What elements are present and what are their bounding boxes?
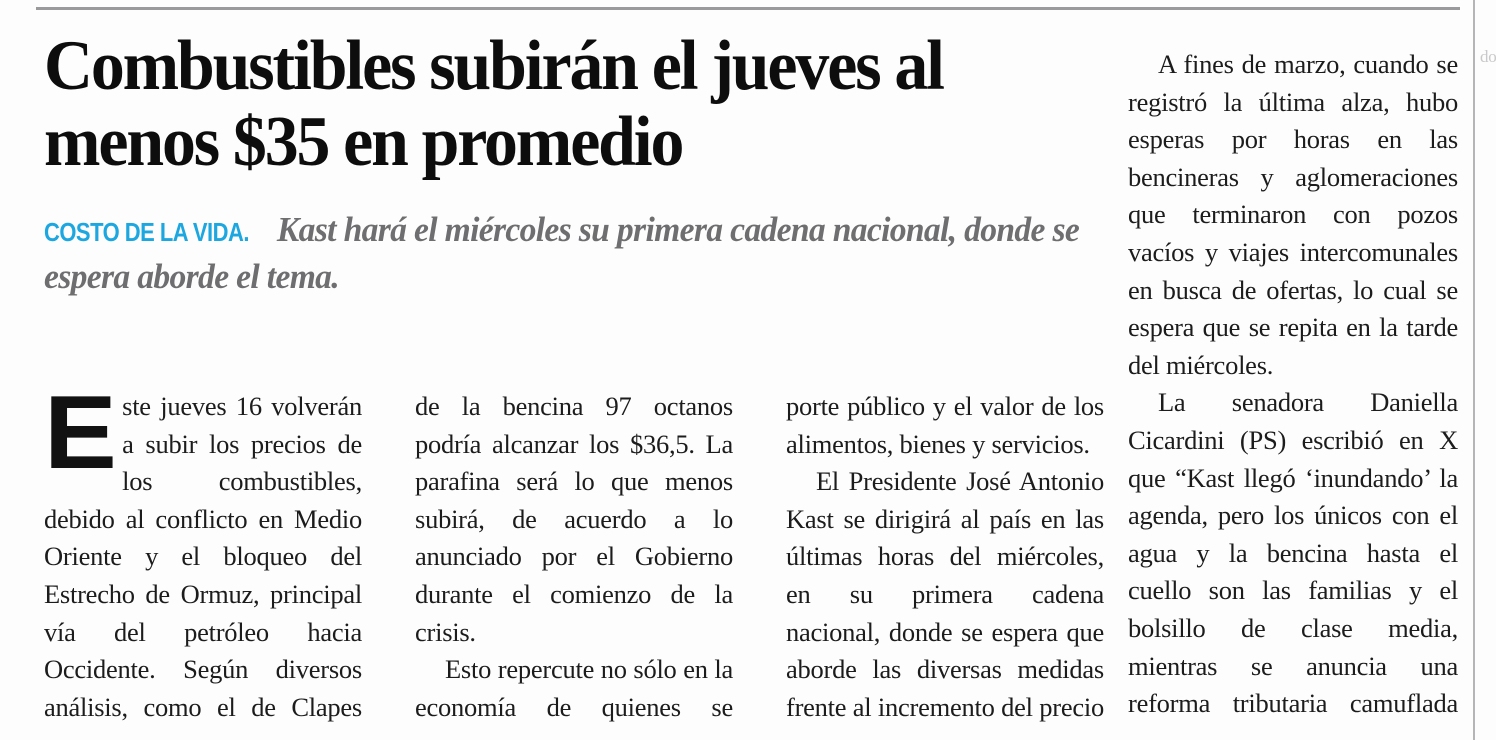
paragraph: de la bencina 97 octanos podría alcanzar… bbox=[415, 391, 733, 647]
paragraph: A fines de marzo, cuando se registró la … bbox=[1128, 49, 1458, 380]
body-column-4: A fines de marzo, cuando se registró la … bbox=[1128, 46, 1458, 728]
headline-block: Combustibles subirán el jueves al menos … bbox=[44, 28, 1104, 300]
section-kicker: COSTO DE LA VIDA. bbox=[44, 217, 249, 247]
right-vertical-rule bbox=[1473, 0, 1475, 740]
paragraph: La senadora Daniella Cicardini (PS) escr… bbox=[1128, 384, 1458, 728]
paragraph: porte público y el valor de los alimento… bbox=[786, 391, 1104, 459]
body-column-2: de la bencina 97 octanos podría alcanzar… bbox=[415, 388, 733, 728]
body-column-3: porte público y el valor de los alimento… bbox=[786, 388, 1104, 728]
top-horizontal-rule bbox=[36, 7, 1460, 10]
drop-cap: E bbox=[44, 388, 117, 491]
paragraph-text: La senadora Daniella Cicardini (PS) escr… bbox=[1128, 387, 1458, 728]
adjacent-article-sliver: dolt bbox=[1480, 40, 1496, 720]
deck-text: Kast hará el miércoles su primera cadena… bbox=[44, 210, 1080, 296]
paragraph: Esto repercute no sólo en la economía de… bbox=[415, 654, 733, 722]
paragraph-text: ste jueves 16 volverán a subir los preci… bbox=[44, 391, 362, 722]
page-title: Combustibles subirán el jueves al menos … bbox=[44, 27, 945, 181]
edge-text: dolt bbox=[1480, 47, 1496, 66]
deck-block: COSTO DE LA VIDA. Kast hará el miércoles … bbox=[44, 206, 1090, 300]
paragraph: El Presidente José Antonio Kast se dirig… bbox=[786, 466, 1104, 722]
